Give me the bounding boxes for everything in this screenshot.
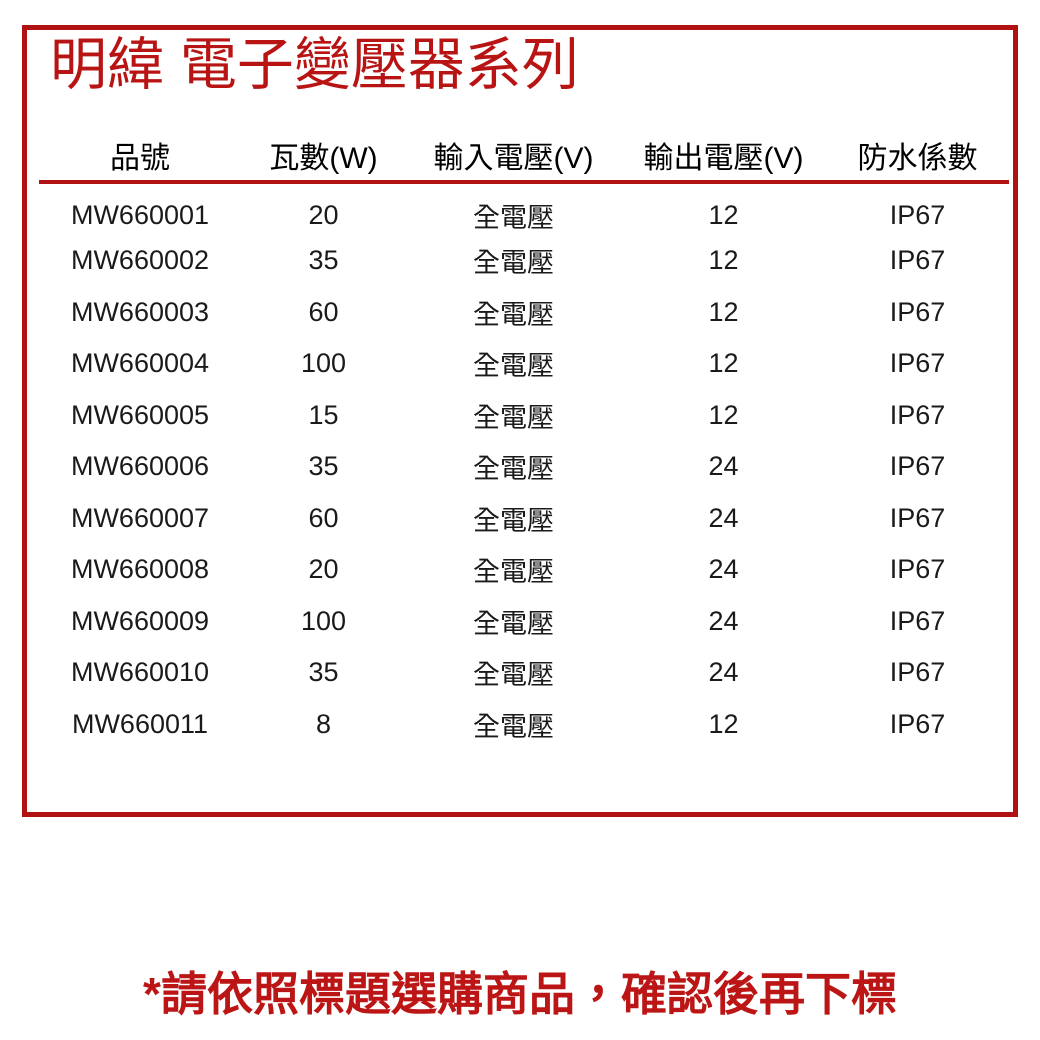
table-header: 品號 瓦數(W) 輸入電壓(V) 輸出電壓(V) 防水係數 bbox=[39, 130, 1009, 182]
cell-wattage: 35 bbox=[308, 451, 339, 482]
table-row: MW660011 8 全電壓 12 IP67 bbox=[39, 699, 1009, 751]
cell-model: MW660002 bbox=[70, 245, 210, 276]
cell-wattage: 35 bbox=[308, 657, 339, 688]
cell-wattage: 60 bbox=[308, 502, 339, 533]
cell-wattage: 20 bbox=[308, 200, 339, 230]
cell-waterproof-rating: IP67 bbox=[889, 348, 946, 379]
spec-panel: 明緯 電子變壓器系列 品號 瓦數(W) 輸入電壓(V) 輸出電壓(V) 防水係數… bbox=[22, 25, 1018, 817]
cell-wattage: 8 bbox=[315, 708, 332, 739]
table-header-row: 品號 瓦數(W) 輸入電壓(V) 輸出電壓(V) 防水係數 bbox=[39, 130, 1009, 182]
table-row: MW660007 60 全電壓 24 IP67 bbox=[39, 493, 1009, 545]
cell-waterproof-rating: IP67 bbox=[889, 451, 946, 482]
cell-input-voltage: 全電壓 bbox=[473, 248, 554, 279]
cell-input-voltage: 全電壓 bbox=[473, 557, 554, 588]
column-header-wattage: 瓦數(W) bbox=[269, 142, 378, 175]
cell-wattage: 35 bbox=[308, 245, 339, 276]
cell-output-voltage: 12 bbox=[708, 399, 739, 430]
cell-input-voltage: 全電壓 bbox=[473, 351, 554, 382]
cell-model: MW660007 bbox=[70, 502, 210, 533]
cell-input-voltage: 全電壓 bbox=[473, 505, 554, 536]
cell-output-voltage: 24 bbox=[708, 657, 739, 688]
footer-note: *請依照標題選購商品，確認後再下標 bbox=[143, 968, 897, 1020]
cell-input-voltage: 全電壓 bbox=[473, 299, 554, 330]
cell-output-voltage: 12 bbox=[708, 245, 739, 276]
cell-output-voltage: 24 bbox=[708, 502, 739, 533]
cell-model: MW660009 bbox=[70, 605, 210, 636]
cell-model: MW660006 bbox=[70, 451, 210, 482]
cell-input-voltage: 全電壓 bbox=[473, 660, 554, 691]
cell-model: MW660008 bbox=[70, 554, 210, 585]
cell-output-voltage: 24 bbox=[708, 451, 739, 482]
cell-input-voltage: 全電壓 bbox=[473, 203, 554, 233]
table-row: MW660004 100 全電壓 12 IP67 bbox=[39, 338, 1009, 390]
cell-model: MW660001 bbox=[70, 200, 210, 230]
column-header-model: 品號 bbox=[110, 142, 170, 175]
column-header-input-voltage: 輸入電壓(V) bbox=[433, 142, 594, 175]
cell-output-voltage: 24 bbox=[708, 605, 739, 636]
cell-input-voltage: 全電壓 bbox=[473, 608, 554, 639]
cell-waterproof-rating: IP67 bbox=[889, 200, 946, 230]
cell-model: MW660004 bbox=[70, 348, 210, 379]
page-title: 明緯 電子變壓器系列 bbox=[50, 33, 579, 97]
table-row: MW660006 35 全電壓 24 IP67 bbox=[39, 441, 1009, 493]
cell-waterproof-rating: IP67 bbox=[889, 605, 946, 636]
cell-output-voltage: 12 bbox=[708, 296, 739, 327]
column-header-output-voltage: 輸出電壓(V) bbox=[643, 142, 804, 175]
cell-waterproof-rating: IP67 bbox=[889, 245, 946, 276]
table-row: MW660010 35 全電壓 24 IP67 bbox=[39, 647, 1009, 699]
cell-wattage: 100 bbox=[300, 348, 347, 379]
cell-input-voltage: 全電壓 bbox=[473, 454, 554, 485]
cell-waterproof-rating: IP67 bbox=[889, 554, 946, 585]
cell-model: MW660010 bbox=[70, 657, 210, 688]
cell-waterproof-rating: IP67 bbox=[889, 657, 946, 688]
cell-output-voltage: 12 bbox=[708, 200, 739, 230]
cell-output-voltage: 24 bbox=[708, 554, 739, 585]
table-body: MW660001 20 全電壓 12 IP67 MW660002 35 全電壓 … bbox=[39, 182, 1009, 750]
cell-wattage: 100 bbox=[300, 605, 347, 636]
cell-waterproof-rating: IP67 bbox=[889, 296, 946, 327]
cell-wattage: 60 bbox=[308, 296, 339, 327]
table-row: MW660003 60 全電壓 12 IP67 bbox=[39, 287, 1009, 339]
table-row: MW660002 35 全電壓 12 IP67 bbox=[39, 235, 1009, 287]
table-row: MW660009 100 全電壓 24 IP67 bbox=[39, 596, 1009, 648]
column-header-waterproof-rating: 防水係數 bbox=[857, 142, 978, 175]
cell-input-voltage: 全電壓 bbox=[473, 402, 554, 433]
cell-wattage: 20 bbox=[308, 554, 339, 585]
cell-output-voltage: 12 bbox=[708, 708, 739, 739]
cell-waterproof-rating: IP67 bbox=[889, 708, 946, 739]
cell-waterproof-rating: IP67 bbox=[889, 399, 946, 430]
cell-waterproof-rating: IP67 bbox=[889, 502, 946, 533]
cell-model: MW660003 bbox=[70, 296, 210, 327]
table-row: MW660001 20 全電壓 12 IP67 bbox=[39, 182, 1009, 235]
cell-wattage: 15 bbox=[308, 399, 339, 430]
cell-output-voltage: 12 bbox=[708, 348, 739, 379]
table-row: MW660005 15 全電壓 12 IP67 bbox=[39, 390, 1009, 442]
table-row: MW660008 20 全電壓 24 IP67 bbox=[39, 544, 1009, 596]
cell-model: MW660011 bbox=[71, 708, 209, 739]
spec-table: 品號 瓦數(W) 輸入電壓(V) 輸出電壓(V) 防水係數 MW660001 2… bbox=[39, 130, 1009, 750]
cell-model: MW660005 bbox=[70, 399, 210, 430]
cell-input-voltage: 全電壓 bbox=[473, 711, 554, 742]
